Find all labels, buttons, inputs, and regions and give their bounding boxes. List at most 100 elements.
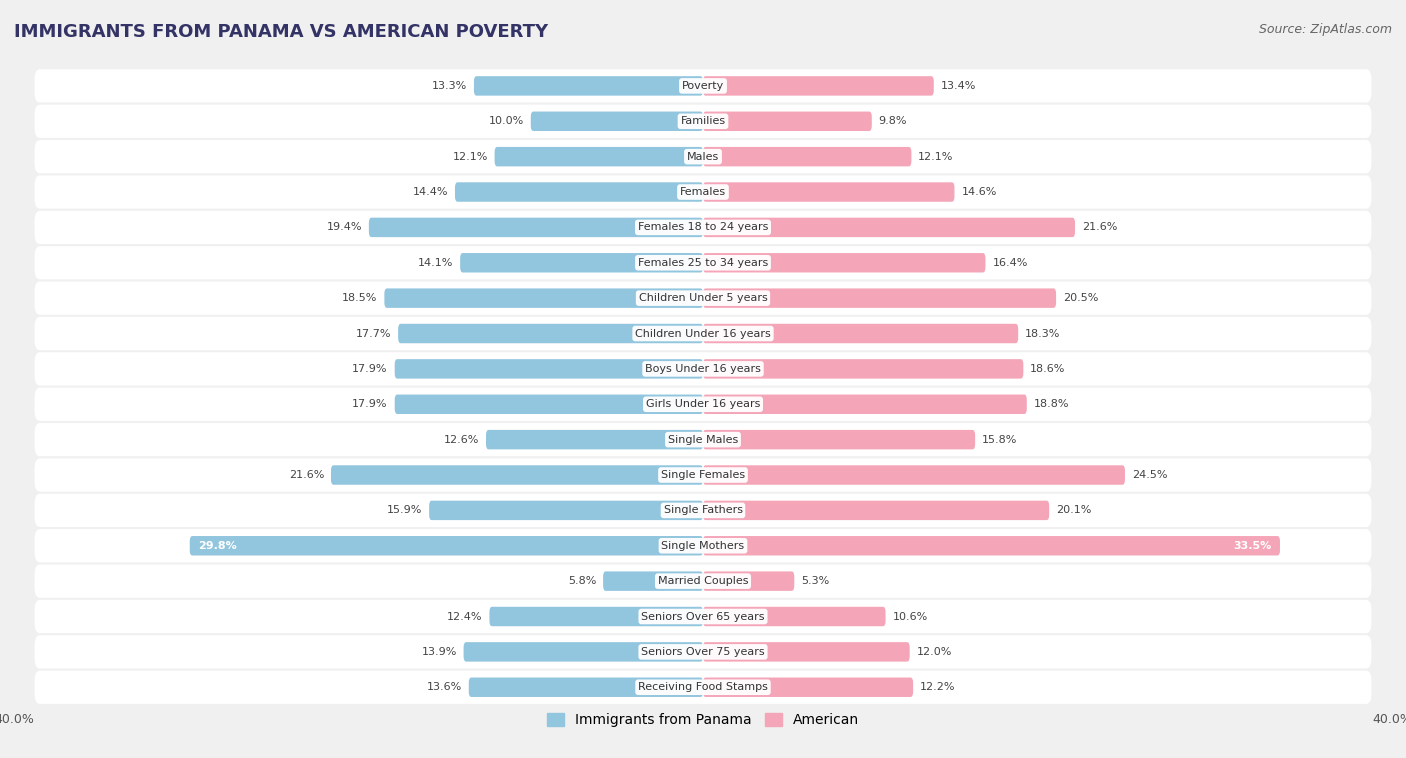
Text: Single Mothers: Single Mothers xyxy=(661,540,745,551)
FancyBboxPatch shape xyxy=(486,430,703,449)
FancyBboxPatch shape xyxy=(464,642,703,662)
Text: Seniors Over 75 years: Seniors Over 75 years xyxy=(641,647,765,657)
Text: 5.8%: 5.8% xyxy=(568,576,596,586)
FancyBboxPatch shape xyxy=(368,218,703,237)
Text: Girls Under 16 years: Girls Under 16 years xyxy=(645,399,761,409)
FancyBboxPatch shape xyxy=(35,459,1371,492)
FancyBboxPatch shape xyxy=(703,536,1279,556)
FancyBboxPatch shape xyxy=(703,572,794,591)
FancyBboxPatch shape xyxy=(35,493,1371,527)
FancyBboxPatch shape xyxy=(35,317,1371,350)
Text: Single Fathers: Single Fathers xyxy=(664,506,742,515)
FancyBboxPatch shape xyxy=(703,111,872,131)
FancyBboxPatch shape xyxy=(703,218,1076,237)
FancyBboxPatch shape xyxy=(35,529,1371,562)
Text: 14.6%: 14.6% xyxy=(962,187,997,197)
FancyBboxPatch shape xyxy=(190,536,703,556)
FancyBboxPatch shape xyxy=(703,147,911,167)
Legend: Immigrants from Panama, American: Immigrants from Panama, American xyxy=(541,708,865,733)
Text: 9.8%: 9.8% xyxy=(879,116,907,127)
FancyBboxPatch shape xyxy=(703,465,1125,485)
Text: 17.7%: 17.7% xyxy=(356,328,391,339)
Text: 5.3%: 5.3% xyxy=(801,576,830,586)
Text: 10.6%: 10.6% xyxy=(893,612,928,622)
FancyBboxPatch shape xyxy=(429,501,703,520)
FancyBboxPatch shape xyxy=(703,289,1056,308)
FancyBboxPatch shape xyxy=(474,76,703,96)
FancyBboxPatch shape xyxy=(460,253,703,273)
Text: 12.1%: 12.1% xyxy=(453,152,488,161)
Text: Poverty: Poverty xyxy=(682,81,724,91)
Text: Females 18 to 24 years: Females 18 to 24 years xyxy=(638,222,768,233)
Text: 20.1%: 20.1% xyxy=(1056,506,1091,515)
Text: 29.8%: 29.8% xyxy=(198,540,238,551)
Text: Single Females: Single Females xyxy=(661,470,745,480)
Text: 20.5%: 20.5% xyxy=(1063,293,1098,303)
FancyBboxPatch shape xyxy=(703,253,986,273)
Text: 12.1%: 12.1% xyxy=(918,152,953,161)
FancyBboxPatch shape xyxy=(35,246,1371,280)
FancyBboxPatch shape xyxy=(703,501,1049,520)
Text: 16.4%: 16.4% xyxy=(993,258,1028,268)
Text: 17.9%: 17.9% xyxy=(353,364,388,374)
Text: 18.8%: 18.8% xyxy=(1033,399,1069,409)
Text: 21.6%: 21.6% xyxy=(288,470,323,480)
FancyBboxPatch shape xyxy=(703,359,1024,379)
Text: Seniors Over 65 years: Seniors Over 65 years xyxy=(641,612,765,622)
FancyBboxPatch shape xyxy=(495,147,703,167)
FancyBboxPatch shape xyxy=(384,289,703,308)
Text: 13.4%: 13.4% xyxy=(941,81,976,91)
FancyBboxPatch shape xyxy=(395,395,703,414)
Text: 12.4%: 12.4% xyxy=(447,612,482,622)
Text: 12.6%: 12.6% xyxy=(444,434,479,445)
Text: 18.3%: 18.3% xyxy=(1025,328,1060,339)
Text: 24.5%: 24.5% xyxy=(1132,470,1167,480)
FancyBboxPatch shape xyxy=(35,175,1371,208)
Text: 15.9%: 15.9% xyxy=(387,506,422,515)
FancyBboxPatch shape xyxy=(395,359,703,379)
FancyBboxPatch shape xyxy=(703,395,1026,414)
Text: 14.4%: 14.4% xyxy=(412,187,449,197)
FancyBboxPatch shape xyxy=(703,642,910,662)
Text: 18.5%: 18.5% xyxy=(342,293,377,303)
Text: 13.6%: 13.6% xyxy=(426,682,461,692)
FancyBboxPatch shape xyxy=(35,352,1371,386)
Text: 10.0%: 10.0% xyxy=(489,116,524,127)
FancyBboxPatch shape xyxy=(35,281,1371,315)
FancyBboxPatch shape xyxy=(35,211,1371,244)
Text: Children Under 16 years: Children Under 16 years xyxy=(636,328,770,339)
FancyBboxPatch shape xyxy=(456,183,703,202)
FancyBboxPatch shape xyxy=(603,572,703,591)
FancyBboxPatch shape xyxy=(703,76,934,96)
Text: Females 25 to 34 years: Females 25 to 34 years xyxy=(638,258,768,268)
Text: 13.3%: 13.3% xyxy=(432,81,467,91)
FancyBboxPatch shape xyxy=(703,606,886,626)
FancyBboxPatch shape xyxy=(35,423,1371,456)
Text: 12.0%: 12.0% xyxy=(917,647,952,657)
Text: 19.4%: 19.4% xyxy=(326,222,361,233)
FancyBboxPatch shape xyxy=(35,600,1371,633)
Text: Families: Families xyxy=(681,116,725,127)
Text: 33.5%: 33.5% xyxy=(1233,540,1271,551)
Text: Source: ZipAtlas.com: Source: ZipAtlas.com xyxy=(1258,23,1392,36)
Text: 15.8%: 15.8% xyxy=(981,434,1018,445)
FancyBboxPatch shape xyxy=(35,387,1371,421)
FancyBboxPatch shape xyxy=(398,324,703,343)
Text: Single Males: Single Males xyxy=(668,434,738,445)
FancyBboxPatch shape xyxy=(35,69,1371,102)
FancyBboxPatch shape xyxy=(35,635,1371,669)
Text: 14.1%: 14.1% xyxy=(418,258,453,268)
Text: 21.6%: 21.6% xyxy=(1083,222,1118,233)
Text: Married Couples: Married Couples xyxy=(658,576,748,586)
Text: Boys Under 16 years: Boys Under 16 years xyxy=(645,364,761,374)
Text: Receiving Food Stamps: Receiving Food Stamps xyxy=(638,682,768,692)
Text: Females: Females xyxy=(681,187,725,197)
FancyBboxPatch shape xyxy=(35,140,1371,174)
FancyBboxPatch shape xyxy=(703,430,976,449)
Text: Males: Males xyxy=(688,152,718,161)
Text: 17.9%: 17.9% xyxy=(353,399,388,409)
Text: Children Under 5 years: Children Under 5 years xyxy=(638,293,768,303)
FancyBboxPatch shape xyxy=(703,678,912,697)
FancyBboxPatch shape xyxy=(468,678,703,697)
FancyBboxPatch shape xyxy=(35,565,1371,598)
